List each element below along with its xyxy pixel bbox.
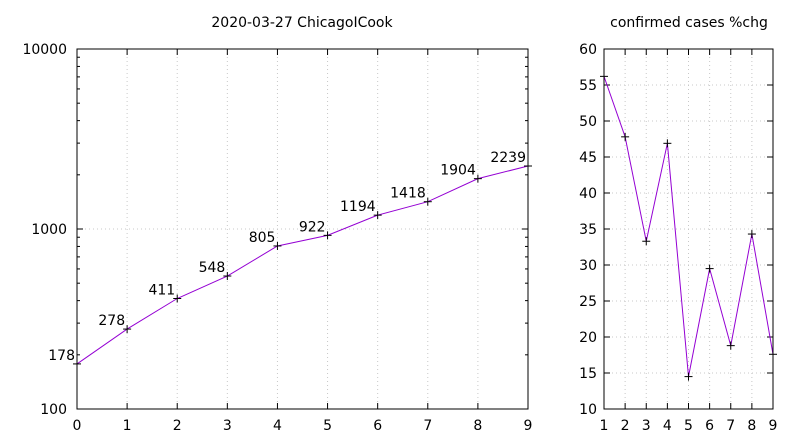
x-tick-label: 0 [73, 418, 82, 434]
data-point-label: 548 [199, 260, 226, 276]
data-point-marker [726, 341, 735, 350]
y-tick-label: 40 [579, 186, 597, 202]
data-point-label: 1904 [440, 163, 476, 179]
x-tick-label: 5 [323, 418, 332, 434]
x-tick-label: 7 [423, 418, 432, 434]
y-tick-label: 10000 [22, 42, 67, 58]
cases-chart-frame [76, 48, 529, 410]
data-point-marker [273, 241, 282, 250]
cases-line [76, 165, 529, 365]
y-tick-label: 50 [579, 114, 597, 130]
data-point-label: 2239 [490, 150, 526, 166]
data-point-marker [473, 174, 482, 183]
x-tick-label: 4 [273, 418, 282, 434]
data-point-marker [123, 325, 132, 334]
x-tick-label: 4 [663, 418, 672, 434]
x-tick-label: 5 [684, 418, 693, 434]
y-tick-label: 10 [579, 402, 597, 418]
data-point-marker [323, 231, 332, 240]
data-point-marker [705, 264, 714, 273]
x-tick-label: 9 [524, 418, 533, 434]
x-tick-label: 8 [747, 418, 756, 434]
y-tick-label: 15 [579, 366, 597, 382]
pct-change-chart-title: confirmed cases %chg [610, 15, 768, 31]
x-tick-label: 7 [726, 418, 735, 434]
y-tick-label: 1000 [31, 222, 67, 238]
data-point-label: 805 [249, 230, 276, 246]
y-tick-label: 60 [579, 42, 597, 58]
y-tick-label: 45 [579, 150, 597, 166]
x-tick-label: 8 [473, 418, 482, 434]
data-point-label: 922 [299, 219, 326, 235]
data-point-marker [663, 139, 672, 148]
data-point-label: 278 [98, 313, 125, 329]
data-point-marker [642, 237, 651, 246]
data-point-marker [223, 272, 232, 281]
pct-change-chart-frame [603, 48, 774, 410]
y-tick-label: 30 [579, 258, 597, 274]
x-tick-label: 2 [173, 418, 182, 434]
data-point-label: 411 [148, 283, 175, 299]
cases-chart-series [76, 165, 529, 365]
pct-change-chart-markers [600, 72, 777, 381]
y-tick-label: 25 [579, 294, 597, 310]
x-tick-label: 6 [705, 418, 714, 434]
pct-change-chart-grid [604, 49, 773, 409]
data-point-marker [173, 294, 182, 303]
data-point-marker [423, 197, 432, 206]
data-point-marker [747, 230, 756, 239]
x-tick-label: 2 [621, 418, 630, 434]
x-tick-label: 9 [769, 418, 778, 434]
data-point-label: 1418 [390, 186, 426, 202]
data-point-label: 1194 [340, 199, 376, 215]
y-tick-label: 100 [40, 402, 67, 418]
cases-chart-title: 2020-03-27 ChicagoICook [211, 15, 393, 31]
cases-chart: 2020-03-27 ChicagoICook 0 1 2 3 4 5 6 7 8 9 100 100… [22, 15, 532, 434]
data-point-marker [621, 132, 630, 141]
y-tick-label: 35 [579, 222, 597, 238]
x-tick-label: 3 [642, 418, 651, 434]
x-tick-label: 3 [223, 418, 232, 434]
cases-chart-data-labels: 178 278 411 548 805 922 1194 1418 1904 2239 [48, 150, 526, 364]
cases-chart-markers [73, 161, 532, 368]
pct-change-chart: confirmed cases %chg 1 2 3 4 5 6 7 8 91015202530… [579, 15, 777, 434]
data-point-label: 178 [48, 348, 75, 364]
y-tick-label: 20 [579, 330, 597, 346]
data-point-marker [373, 211, 382, 220]
y-tick-label: 55 [579, 78, 597, 94]
data-point-marker [684, 372, 693, 381]
x-tick-label: 6 [373, 418, 382, 434]
x-tick-label: 1 [600, 418, 609, 434]
x-tick-label: 1 [123, 418, 132, 434]
